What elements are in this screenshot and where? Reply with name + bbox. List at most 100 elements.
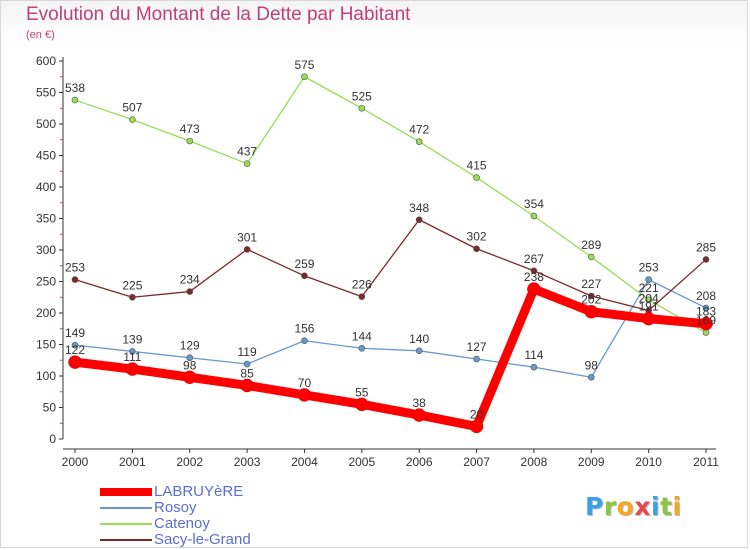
data-point [71,341,79,349]
data-label: 169 [696,314,716,328]
x-tick-label: 2000 [62,455,89,469]
legend-swatch [100,523,152,525]
data-label: 202 [581,293,601,307]
data-label: 301 [237,230,257,244]
data-label: 144 [352,329,372,343]
data-label: 437 [237,145,257,159]
data-point [186,354,194,362]
data-point [129,116,136,123]
data-label: 234 [180,273,200,287]
legend-label: Catenoy [154,515,210,532]
y-tick-label: 150 [36,338,56,352]
data-label: 507 [122,101,142,115]
data-label: 119 [238,345,257,359]
data-point [358,344,366,352]
data-point [415,347,423,355]
x-tick-label: 2011 [693,455,719,469]
data-label: 20 [470,407,484,421]
data-point [71,96,79,104]
data-point [243,246,251,253]
y-tick-label: 350 [36,212,56,226]
proxiti-logo: Proxiti [585,492,682,521]
data-label: 302 [467,230,487,244]
y-tick-label: 400 [36,180,56,194]
data-label: 267 [524,252,544,266]
data-label: 348 [409,201,429,215]
x-tick-label: 2002 [176,455,203,469]
logo-letter: P [585,492,604,521]
data-label: 191 [639,300,659,314]
data-point [699,316,713,331]
data-label: 415 [467,159,487,173]
data-label: 225 [122,278,142,292]
x-tick-label: 2008 [521,455,548,469]
chart-title: Evolution du Montant de la Dette par Hab… [26,4,411,25]
data-point [473,245,480,253]
data-point [129,348,136,355]
data-point [412,408,426,422]
legend-swatch [100,488,152,496]
data-point [415,216,423,224]
data-label: 473 [180,122,200,136]
series-line [70,284,711,431]
data-label: 285 [696,240,716,254]
data-label: 525 [352,89,372,103]
x-tick-label: 2005 [348,455,375,469]
data-point [129,293,136,301]
data-label: 472 [409,123,429,137]
data-point [530,267,538,275]
logo-letter: o [616,492,635,521]
y-tick-label: 450 [36,149,56,163]
x-tick-label: 2001 [119,455,146,469]
data-label: 208 [696,289,716,303]
data-point [240,378,254,393]
legend-swatch [100,507,152,509]
data-point [527,282,541,296]
data-point [301,73,308,81]
data-point [243,160,251,167]
data-label: 289 [581,238,601,252]
y-tick-label: 0 [49,432,56,446]
data-label: 221 [639,281,659,295]
data-label: 183 [696,305,716,319]
data-point [355,397,369,412]
data-label: 253 [65,261,85,275]
data-point [415,138,423,145]
data-label: 98 [585,358,599,372]
logo-letter: r [603,492,617,521]
data-label: 70 [298,376,312,390]
data-label: 127 [467,340,487,354]
y-tick-label: 50 [43,401,57,415]
data-label: 354 [524,197,544,211]
data-label: 259 [294,257,314,271]
y-tick-label: 550 [36,86,56,100]
data-point [243,360,251,368]
chart-subtitle: (en €) [26,29,55,41]
data-point [587,373,595,381]
data-point [186,288,194,295]
legend-label: LABRUYèRE [154,483,244,500]
data-point [297,388,312,402]
data-label: 226 [352,278,372,292]
legend-label: Rosoy [154,499,197,516]
y-tick-label: 200 [36,306,56,320]
data-label: 140 [409,332,429,346]
y-tick-label: 250 [36,275,56,289]
legend-label: Sacy-le-Grand [154,531,251,548]
series-line [74,278,707,378]
data-point [68,355,82,369]
data-label: 227 [581,277,601,291]
data-label: 538 [65,81,85,95]
data-label: 575 [294,58,314,72]
x-tick-label: 2007 [463,455,490,469]
data-point [530,363,538,371]
y-tick-label: 500 [36,117,56,131]
y-tick-label: 100 [36,369,56,383]
data-label: 139 [122,332,142,346]
data-point [358,293,366,300]
data-point [645,276,652,283]
data-label: 156 [294,322,314,336]
x-tick-label: 2006 [406,455,433,469]
data-label: 38 [413,396,427,410]
